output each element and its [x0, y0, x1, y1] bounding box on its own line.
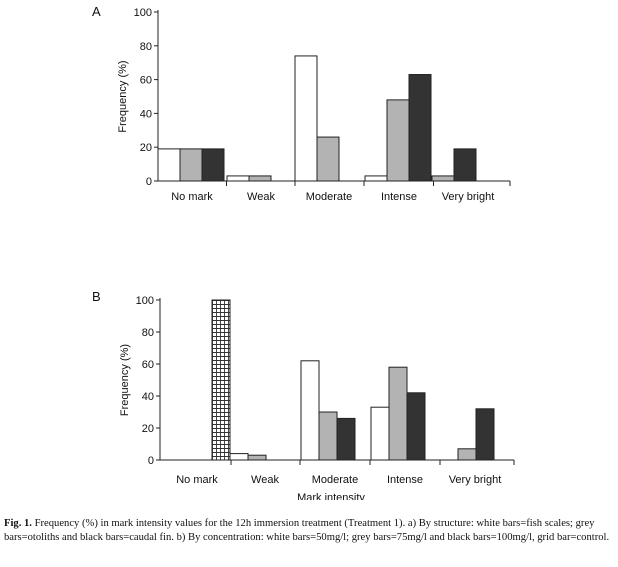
- bar: [201, 148, 225, 182]
- bar: [336, 417, 356, 461]
- panel-letter: B: [92, 289, 101, 304]
- x-tick-label: No mark: [171, 191, 213, 203]
- x-tick-label: Weak: [251, 474, 279, 486]
- x-tick-label: Weak: [247, 191, 275, 203]
- x-tick-label: Intense: [381, 191, 417, 203]
- bar: [300, 360, 320, 461]
- x-tick-label: Moderate: [312, 474, 358, 486]
- bar: [475, 408, 495, 461]
- bar: [431, 175, 455, 182]
- chart-panel-a: A 0 20 40 60 80 100 Frequency (%) No mark Weak Mod…: [92, 4, 511, 203]
- caption-text: Frequency (%) in mark intensity values f…: [4, 518, 610, 543]
- y-tick-label: 20: [142, 423, 154, 435]
- y-axis-label: Frequency (%): [117, 60, 129, 132]
- chart-panel-b: B 0 20 40 60 80 100 Frequency (%) No mark Weak Mod…: [92, 289, 515, 500]
- bar: [316, 136, 340, 182]
- bar: [248, 175, 272, 182]
- bar: [406, 392, 426, 461]
- bar: [364, 175, 388, 182]
- bar: [457, 448, 477, 461]
- figure: A 0 20 40 60 80 100 Frequency (%) No mark Weak Mod…: [92, 4, 515, 500]
- bar: [157, 148, 181, 182]
- x-tick-label: Moderate: [306, 191, 352, 203]
- y-tick-label: 20: [140, 142, 152, 154]
- y-tick-label: 40: [142, 391, 154, 403]
- x-tick-label: Very bright: [442, 191, 495, 203]
- bar: [453, 148, 477, 182]
- x-tick-label: Very bright: [449, 474, 502, 486]
- y-tick-label: 100: [134, 7, 152, 19]
- x-tick-label: No mark: [176, 474, 218, 486]
- y-tick-label: 40: [140, 108, 152, 120]
- y-axis-label: Frequency (%): [119, 344, 131, 416]
- y-tick-label: 60: [142, 359, 154, 371]
- bar: [386, 99, 410, 182]
- bar: [294, 55, 318, 182]
- bar: [370, 406, 390, 461]
- y-tick-label: 80: [140, 41, 152, 53]
- bar: [408, 74, 432, 182]
- bar: [247, 454, 267, 461]
- x-tick-label: Intense: [387, 474, 423, 486]
- x-axis-label: Mark intensity: [297, 492, 365, 500]
- y-tick-label: 60: [140, 75, 152, 87]
- panel-letter: A: [92, 4, 101, 19]
- bar: [226, 175, 250, 182]
- bar: [229, 453, 249, 461]
- bar: [388, 366, 408, 461]
- y-tick-label: 0: [148, 455, 154, 467]
- bar: [211, 299, 231, 461]
- y-tick-label: 0: [146, 176, 152, 188]
- bar: [318, 411, 338, 461]
- y-tick-label: 80: [142, 327, 154, 339]
- y-tick-label: 100: [136, 295, 154, 307]
- figure-caption: Fig. 1. Frequency (%) in mark intensity …: [4, 517, 616, 545]
- caption-label: Fig. 1.: [4, 518, 32, 529]
- bar: [179, 148, 203, 182]
